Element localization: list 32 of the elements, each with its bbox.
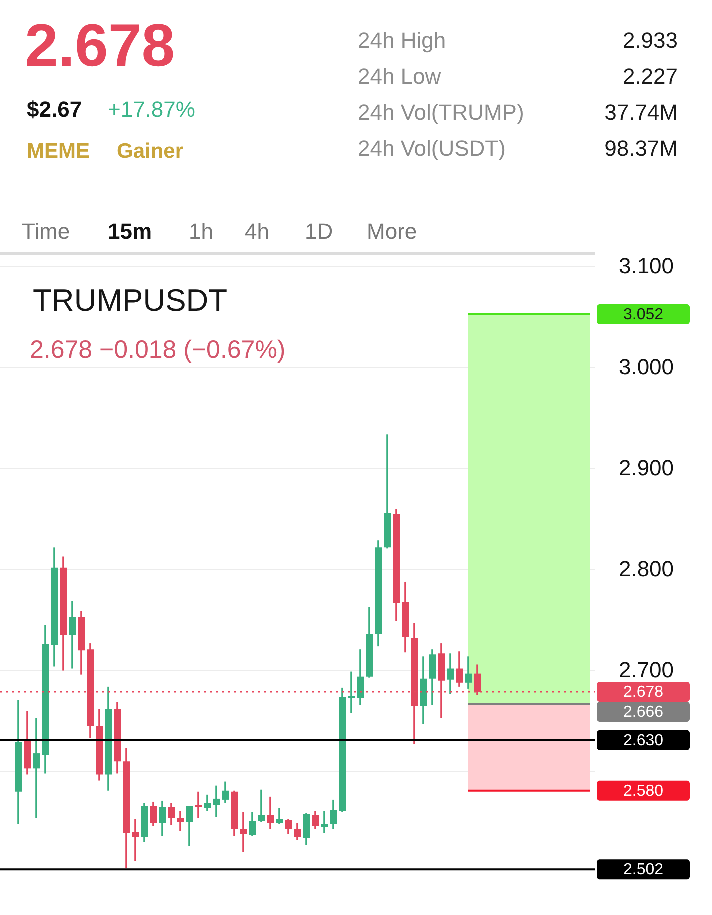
text: 15m: [108, 219, 152, 244]
ref-line-label: 2.580: [623, 782, 664, 800]
text: 98.37M: [604, 136, 678, 161]
text: 1h: [189, 219, 214, 244]
text: +17.87%: [108, 97, 196, 122]
text: TRUMPUSDT: [33, 283, 228, 318]
y-tick-label: 2.700: [618, 657, 674, 682]
text: 2.678: [25, 12, 176, 79]
text: 2.227: [622, 64, 678, 89]
text: 37.74M: [604, 100, 678, 125]
text: Time: [22, 219, 70, 244]
y-tick-label: 3.000: [618, 354, 674, 380]
text: 1D: [305, 219, 334, 244]
text: Gainer: [117, 140, 184, 163]
ref-line-label: 2.666: [623, 704, 664, 721]
text: More: [367, 219, 418, 244]
y-tick-label: 2.800: [618, 556, 674, 582]
ref-line-label: 2.502: [623, 862, 664, 879]
text: 24h High: [358, 28, 446, 53]
text: 24h Vol(TRUMP): [358, 100, 524, 125]
text: 24h Low: [358, 64, 442, 89]
ref-line-label: 2.630: [623, 732, 664, 750]
y-tick-label: 2.900: [618, 455, 674, 480]
ref-line-label: 3.052: [623, 306, 664, 324]
text: 2.678 −0.018 (−0.67%): [30, 336, 286, 364]
text: 4h: [245, 219, 270, 244]
text: 24h Vol(USDT): [358, 136, 506, 161]
y-tick-label: 3.100: [618, 254, 674, 279]
text: $2.67: [27, 97, 82, 122]
text: 2.933: [622, 28, 678, 53]
text: MEME: [27, 140, 90, 163]
ref-line-label: 2.678: [623, 684, 664, 701]
